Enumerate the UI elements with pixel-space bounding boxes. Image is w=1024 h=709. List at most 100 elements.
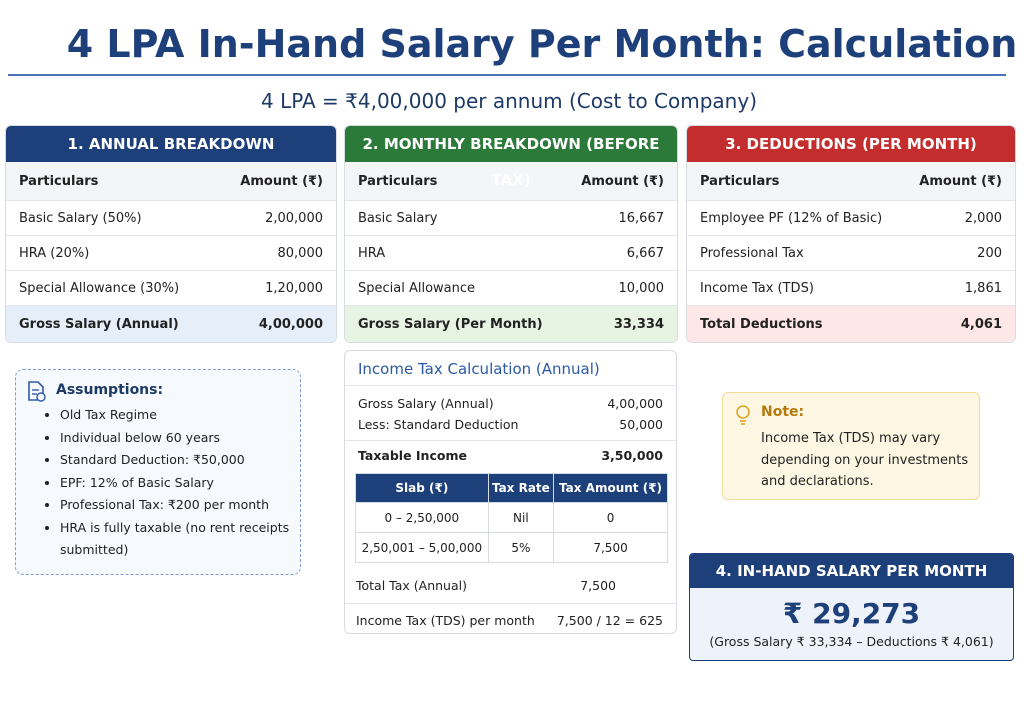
table-row: Basic Salary (50%) 2,00,000 <box>6 200 336 235</box>
particular: Special Allowance (30%) <box>19 280 180 296</box>
tax-line: Gross Salary (Annual) 4,00,000 <box>345 396 676 411</box>
slab-column: Tax Rate <box>487 473 555 503</box>
bulb-icon <box>736 405 750 425</box>
amount: 1,861 <box>964 280 1002 296</box>
assumption-item: Standard Deduction: ₹50,000 <box>60 449 330 472</box>
note-box: Note: Income Tax (TDS) may vary dependin… <box>722 392 980 500</box>
assumption-item: Professional Tax: ₹200 per month <box>60 494 330 517</box>
total-amount: 4,061 <box>960 316 1002 332</box>
breakdown-panel: 3. DEDUCTIONS (PER MONTH) Particulars Amou… <box>686 125 1016 343</box>
breakdown-panel: 2. MONTHLY BREAKDOWN (BEFORE TAX) Particu… <box>344 125 678 343</box>
tax-line: Less: Standard Deduction 50,000 <box>345 417 676 432</box>
total-amount: 4,00,000 <box>258 316 323 332</box>
total-amount: 33,334 <box>613 316 664 332</box>
amount: 16,667 <box>618 210 665 226</box>
slab-cell: 2,50,001 – 5,00,000 <box>355 532 489 563</box>
inhand-title: 4. IN-HAND SALARY PER MONTH <box>690 554 1013 588</box>
slab-cell: 7,500 <box>553 532 668 563</box>
assumption-item: Individual below 60 years <box>60 427 330 450</box>
column-header: Amount (₹) <box>581 173 664 189</box>
table-row: Basic Salary 16,667 <box>345 200 677 235</box>
table-row: Professional Tax 200 <box>687 235 1015 270</box>
amount: 80,000 <box>277 245 324 261</box>
assumptions-list: Old Tax RegimeIndividual below 60 yearsS… <box>16 404 330 562</box>
breakdown-panel: 1. ANNUAL BREAKDOWN Particulars Amount (₹)… <box>5 125 337 343</box>
particular: Basic Salary (50%) <box>19 210 142 226</box>
column-header: Particulars <box>700 173 780 189</box>
total-label: Gross Salary (Per Month) <box>358 316 543 332</box>
total-row: Total Deductions 4,061 <box>687 305 1015 342</box>
tax-line-text: Gross Salary (Annual) <box>358 396 494 411</box>
tax-line-text: 50,000 <box>619 417 663 432</box>
assumptions-box: Assumptions: Old Tax RegimeIndividual be… <box>15 369 301 575</box>
total-row: Gross Salary (Per Month) 33,334 <box>345 305 677 342</box>
table-row: Income Tax (TDS) 1,861 <box>687 270 1015 305</box>
tax-box: Income Tax Calculation (Annual) Gross Sal… <box>344 350 677 634</box>
assumptions-title: Assumptions: <box>56 382 164 398</box>
total-row: Gross Salary (Annual) 4,00,000 <box>6 305 336 342</box>
tax-total-text: Total Tax (Annual) <box>356 578 467 593</box>
inhand-box: 4. IN-HAND SALARY PER MONTH ₹ 29,273 (Gr… <box>689 553 1014 661</box>
page-title: 4 LPA In-Hand Salary Per Month: Calculat… <box>66 22 1018 66</box>
tax-title: Income Tax Calculation (Annual) <box>345 351 676 386</box>
assumption-item: HRA is fully taxable (no rent receipts s… <box>60 517 330 562</box>
note-text: Income Tax (TDS) may vary depending on y… <box>761 431 969 489</box>
particular: Basic Salary <box>358 210 438 226</box>
note-title: Note: <box>761 404 805 420</box>
slab-cell: 5% <box>487 532 555 563</box>
inhand-formula: (Gross Salary ₹ 33,334 – Deductions ₹ 4,… <box>709 634 994 649</box>
column-header: Amount (₹) <box>919 173 1002 189</box>
tax-total: Total Tax (Annual) 7,500 <box>345 578 676 593</box>
table-row: HRA (20%) 80,000 <box>6 235 336 270</box>
amount: 200 <box>977 245 1002 261</box>
tax-monthly-text: Income Tax (TDS) per month <box>356 613 535 628</box>
particular: HRA (20%) <box>19 245 90 261</box>
tax-total-text: 7,500 <box>580 578 616 593</box>
particular: HRA <box>358 245 386 261</box>
table-header-row: Particulars Amount (₹) <box>6 162 336 200</box>
slab-column: Tax Amount (₹) <box>553 473 668 503</box>
slab-cell: 0 <box>553 502 668 533</box>
column-header: Particulars <box>358 173 438 189</box>
table-row: Special Allowance (30%) 1,20,000 <box>6 270 336 305</box>
slab-cell: Nil <box>487 502 555 533</box>
title-rule <box>8 74 1006 76</box>
slab-cell: 0 – 2,50,000 <box>355 502 489 533</box>
amount: 1,20,000 <box>265 280 323 296</box>
table-row: Employee PF (12% of Basic) 2,000 <box>687 200 1015 235</box>
tax-monthly-text: 7,500 / 12 = 625 <box>556 613 663 628</box>
panel-header: 1. ANNUAL BREAKDOWN <box>6 126 336 162</box>
slab-row: 0 – 2,50,000 Nil 0 <box>355 502 668 533</box>
column-header: Particulars <box>19 173 99 189</box>
doc-icon <box>28 381 46 402</box>
table-header-row: Particulars Amount (₹) <box>345 162 677 200</box>
table-header-row: Particulars Amount (₹) <box>687 162 1015 200</box>
amount: 6,667 <box>626 245 664 261</box>
slab-row: 2,50,001 – 5,00,000 5% 7,500 <box>355 532 668 563</box>
panel-header: 3. DEDUCTIONS (PER MONTH) <box>687 126 1015 162</box>
taxable-line: Taxable Income 3,50,000 <box>345 440 676 463</box>
total-label: Gross Salary (Annual) <box>19 316 179 332</box>
table-row: HRA 6,667 <box>345 235 677 270</box>
slab-header: Slab (₹) Tax Rate Tax Amount (₹) <box>355 473 668 503</box>
assumption-item: EPF: 12% of Basic Salary <box>60 472 330 495</box>
column-header: Amount (₹) <box>240 173 323 189</box>
subtitle: 4 LPA = ₹4,00,000 per annum (Cost to Com… <box>260 89 757 113</box>
slab-column: Slab (₹) <box>355 473 489 503</box>
particular: Employee PF (12% of Basic) <box>700 210 883 226</box>
tax-monthly: Income Tax (TDS) per month 7,500 / 12 = 6… <box>345 603 676 628</box>
tax-line-text: Less: Standard Deduction <box>358 417 519 432</box>
particular: Professional Tax <box>700 245 804 261</box>
taxable-text: 3,50,000 <box>601 448 663 463</box>
amount: 10,000 <box>618 280 665 296</box>
inhand-amount: ₹ 29,273 <box>782 597 921 630</box>
table-row: Special Allowance 10,000 <box>345 270 677 305</box>
particular: Special Allowance <box>358 280 476 296</box>
panel-header: 2. MONTHLY BREAKDOWN (BEFORE TAX) <box>345 126 677 189</box>
taxable-text: Taxable Income <box>358 448 467 463</box>
slab-table: Slab (₹) Tax Rate Tax Amount (₹) 0 – 2,50,0… <box>355 473 668 563</box>
amount: 2,00,000 <box>265 210 323 226</box>
amount: 2,000 <box>964 210 1002 226</box>
assumption-item: Old Tax Regime <box>60 404 330 427</box>
